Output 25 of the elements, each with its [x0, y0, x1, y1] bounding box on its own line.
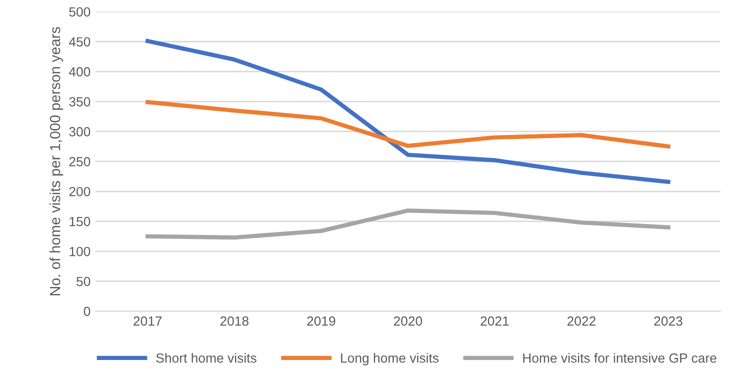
line-series [146, 100, 670, 149]
y-axis-title: No. of home visits per 1,000 person years [50, 26, 64, 296]
x-tick-label: 2021 [480, 316, 509, 326]
x-tick-label: 2018 [220, 316, 248, 326]
x-tick-label: 2017 [134, 316, 162, 326]
y-tick-label: 350 [69, 97, 90, 106]
x-tick-label: 2019 [307, 316, 336, 326]
legend-label: Home visits for intensive GP care [523, 353, 716, 363]
y-tick-label: 50 [76, 276, 90, 286]
legend-label: Short home visits [156, 353, 256, 363]
y-tick-label: 400 [68, 67, 90, 76]
y-tick-label: 250 [69, 157, 90, 166]
line-series [146, 38, 670, 184]
legend-label: Long home visits [341, 353, 439, 366]
x-tick-label: 2023 [654, 316, 682, 326]
y-tick-label: 200 [69, 186, 90, 196]
y-tick-label: 100 [70, 246, 90, 256]
y-tick-label: 150 [70, 216, 90, 226]
line-series [146, 208, 670, 240]
y-tick-label: 0 [84, 306, 90, 316]
y-tick-label: 450 [68, 37, 90, 47]
y-tick-label: 500 [69, 7, 90, 17]
x-tick-label: 2022 [567, 316, 596, 326]
y-tick-label: 300 [69, 127, 90, 136]
x-tick-label: 2020 [394, 316, 422, 326]
